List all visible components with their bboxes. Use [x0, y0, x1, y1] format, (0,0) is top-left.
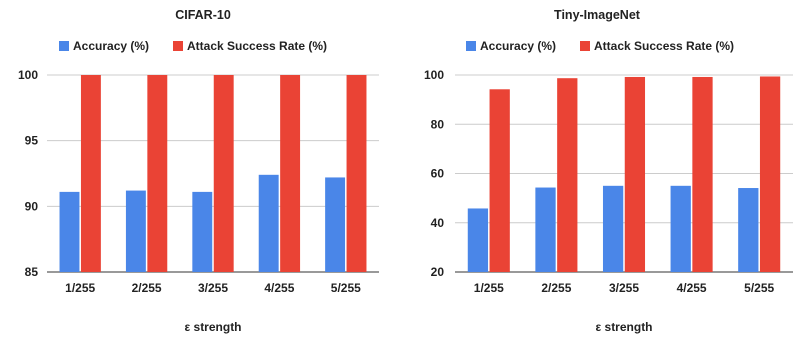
bar-accuracy — [125, 190, 146, 272]
x-tick-label: 5/255 — [331, 281, 361, 295]
bar-attack-success-rate — [759, 76, 781, 272]
bar-attack-success-rate — [147, 75, 168, 272]
legend: Accuracy (%) Attack Success Rate (%) — [466, 39, 734, 53]
legend-label-asr: Attack Success Rate (%) — [594, 39, 734, 53]
x-tick-label: 2/255 — [541, 281, 571, 295]
legend-swatch-accuracy — [466, 41, 476, 51]
x-tick-label: 2/255 — [132, 281, 162, 295]
bar-attack-success-rate — [624, 76, 646, 272]
bar-accuracy — [738, 188, 759, 272]
x-tick-labels: 1/255 2/255 3/255 4/255 5/255 — [65, 281, 361, 295]
y-tick-label: 40 — [431, 216, 445, 230]
legend-swatch-asr — [173, 41, 183, 51]
x-axis-label: ε strength — [595, 320, 652, 334]
bar-attack-success-rate — [557, 78, 578, 272]
chart-title: Tiny-ImageNet — [554, 8, 641, 22]
legend-label-asr: Attack Success Rate (%) — [187, 39, 327, 53]
bar-accuracy — [602, 185, 624, 272]
gridlines — [47, 74, 379, 273]
bars — [467, 76, 781, 272]
legend-swatch-accuracy — [59, 41, 69, 51]
bar-accuracy — [670, 185, 691, 272]
bar-accuracy — [535, 187, 556, 272]
x-tick-label: 3/255 — [609, 281, 639, 295]
bar-accuracy — [192, 191, 213, 272]
x-tick-label: 3/255 — [198, 281, 228, 295]
y-tick-label: 80 — [431, 117, 445, 131]
y-tick-label: 95 — [25, 134, 39, 148]
y-tick-label: 100 — [18, 68, 38, 82]
x-tick-label: 1/255 — [65, 281, 95, 295]
y-tick-label: 85 — [25, 265, 39, 279]
legend: Accuracy (%) Attack Success Rate (%) — [59, 39, 327, 53]
y-tick-label: 20 — [431, 265, 445, 279]
x-tick-labels: 1/255 2/255 3/255 4/255 5/255 — [474, 281, 775, 295]
legend-swatch-asr — [580, 41, 590, 51]
bar-accuracy — [59, 191, 80, 272]
x-tick-label: 4/255 — [264, 281, 294, 295]
y-tick-labels: 85 90 95 100 — [18, 68, 38, 279]
bar-accuracy — [258, 174, 279, 272]
y-tick-label: 60 — [431, 167, 445, 181]
gridlines — [455, 74, 793, 273]
x-tick-label: 5/255 — [744, 281, 774, 295]
x-tick-label: 1/255 — [474, 281, 504, 295]
legend-label-accuracy: Accuracy (%) — [73, 39, 149, 53]
bar-attack-success-rate — [213, 75, 234, 272]
bar-attack-success-rate — [346, 75, 367, 272]
y-tick-label: 90 — [25, 199, 39, 213]
chart-cifar10: CIFAR-10 Accuracy (%) Attack Success Rat… — [18, 8, 379, 334]
bar-attack-success-rate — [692, 76, 713, 272]
bar-attack-success-rate — [80, 75, 101, 272]
bar-accuracy — [325, 177, 346, 272]
chart-tiny-imagenet: Tiny-ImageNet Accuracy (%) Attack Succes… — [424, 8, 793, 334]
bar-accuracy — [467, 208, 489, 272]
legend-label-accuracy: Accuracy (%) — [480, 39, 556, 53]
x-axis-label: ε strength — [184, 320, 241, 334]
y-tick-labels: 20 40 60 80 100 — [424, 68, 444, 279]
chart-title: CIFAR-10 — [175, 8, 231, 22]
bars — [59, 75, 367, 272]
y-tick-label: 100 — [424, 68, 444, 82]
x-tick-label: 4/255 — [677, 281, 707, 295]
bar-attack-success-rate — [280, 75, 301, 272]
bar-attack-success-rate — [489, 89, 510, 272]
